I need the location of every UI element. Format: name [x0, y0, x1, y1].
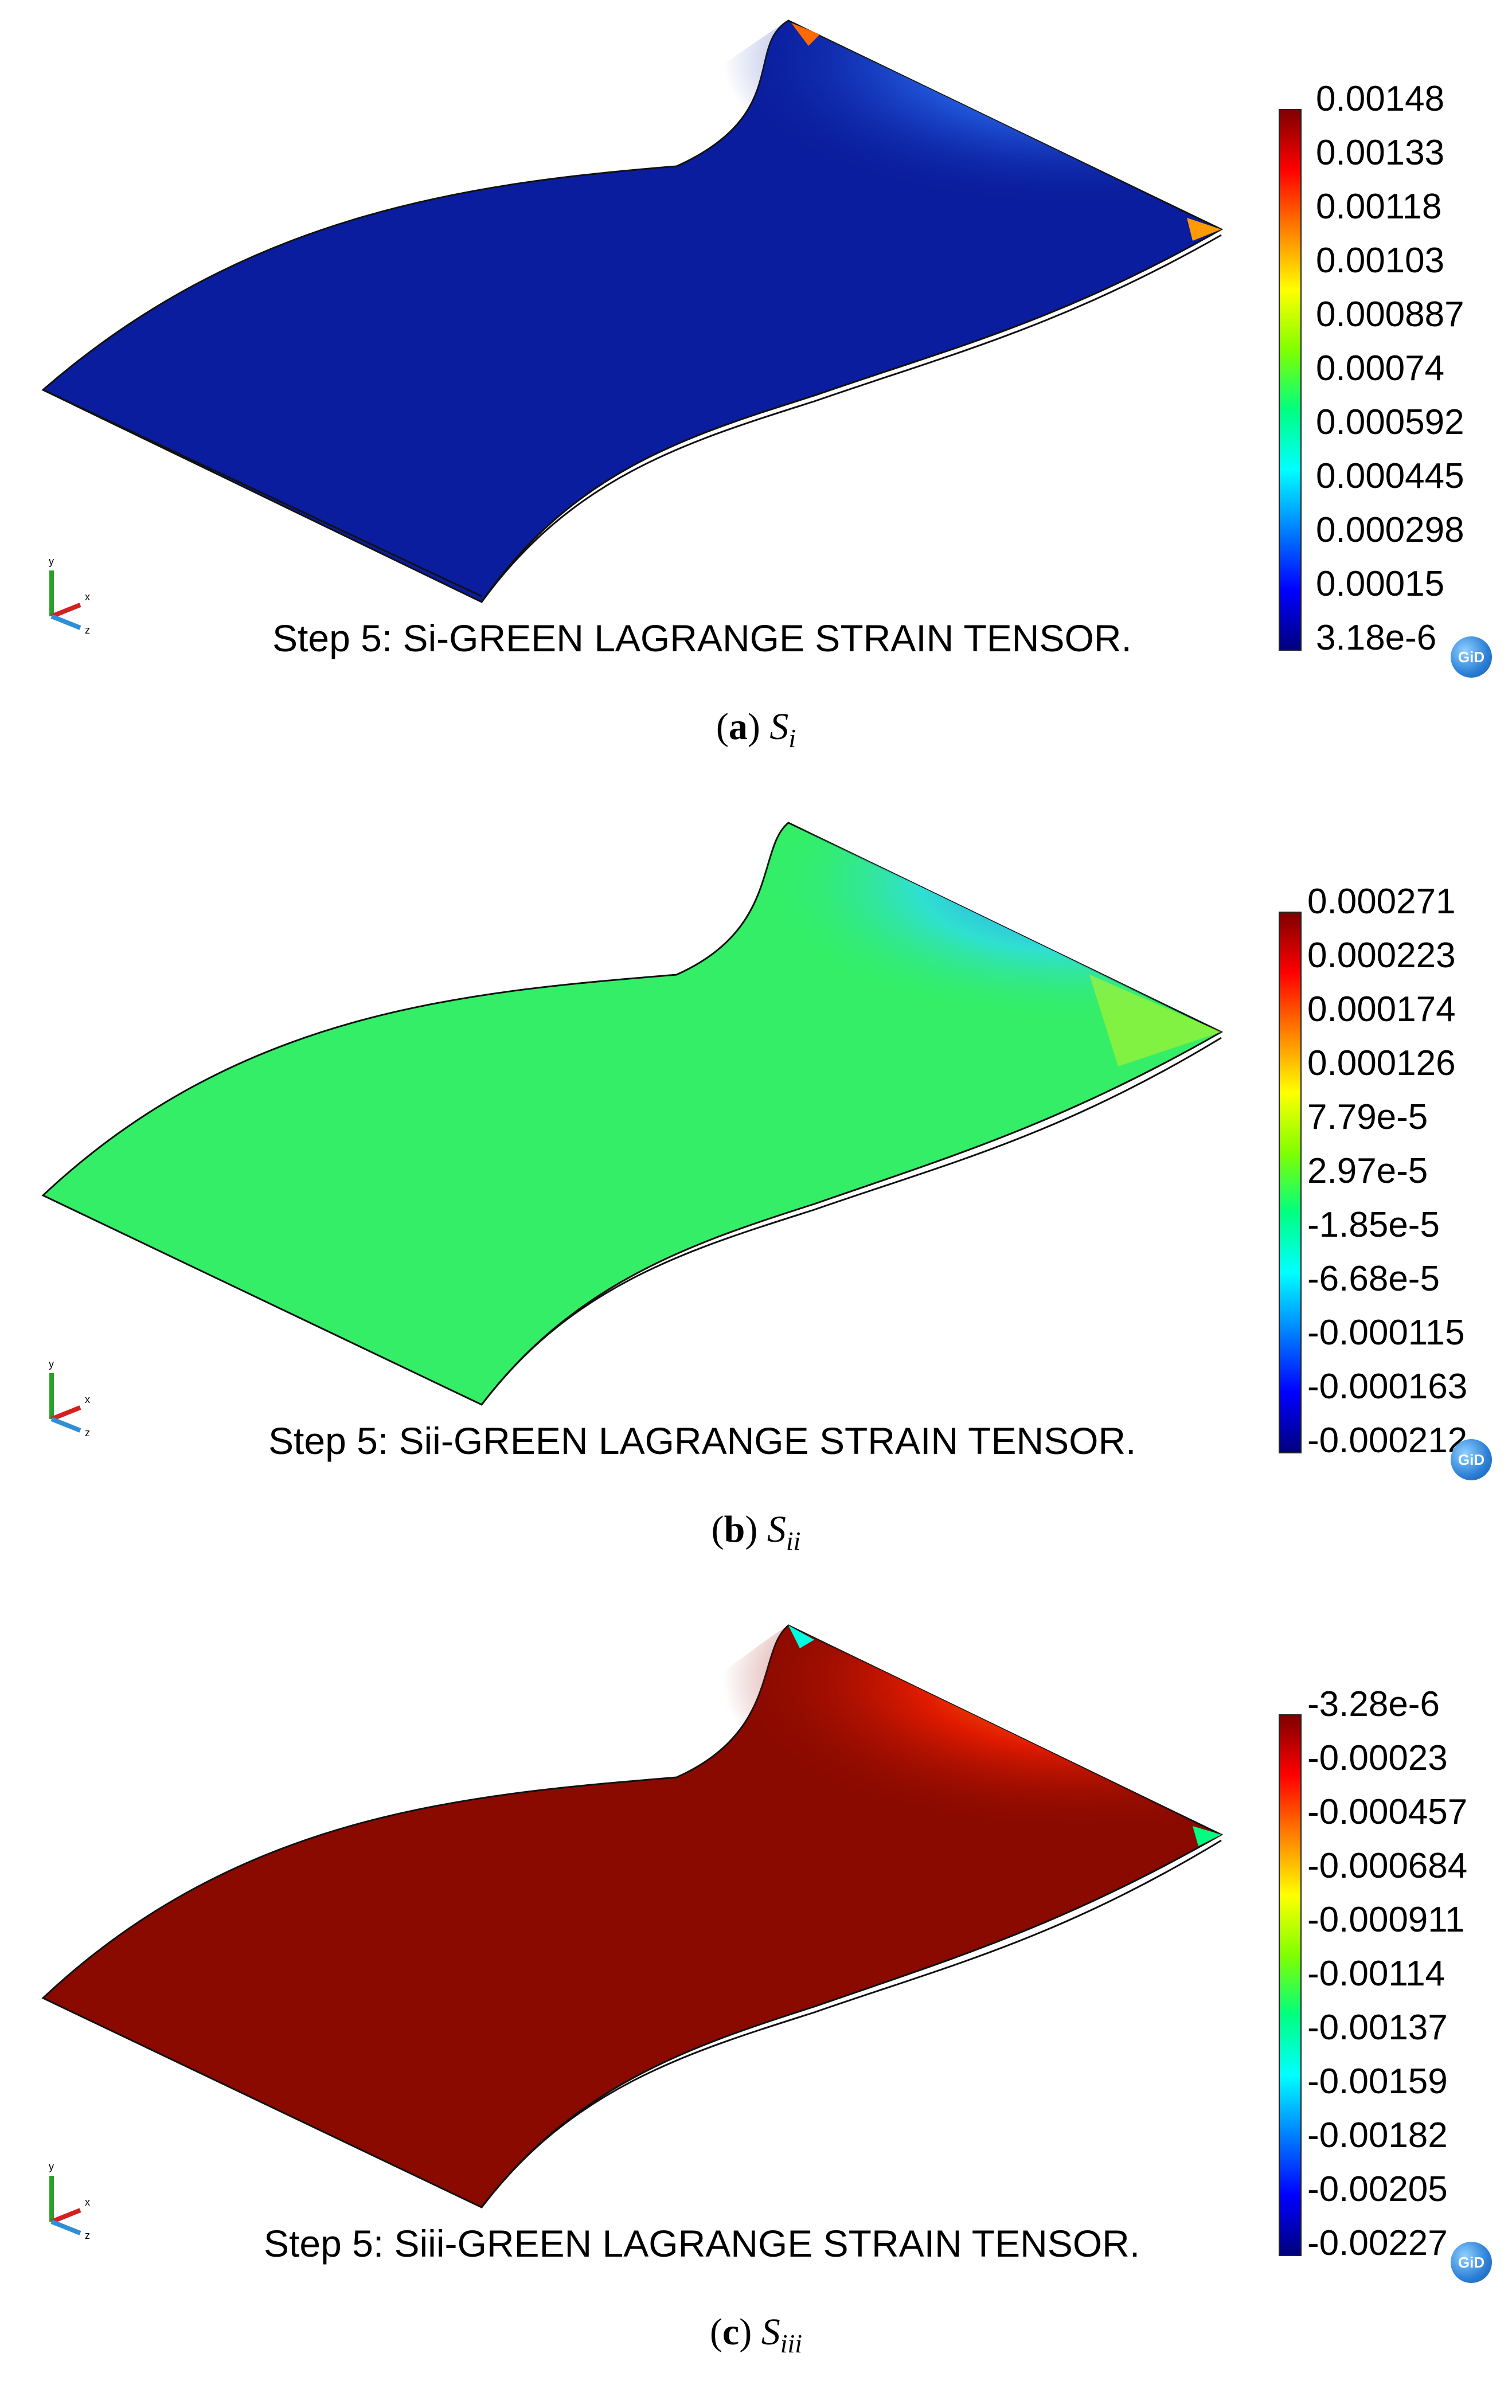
colorbar-tick-label: -0.00023: [1307, 1738, 1448, 1778]
axes-triad-icon: y x z: [49, 1358, 90, 1438]
colorbar-tick-label: -6.68e-5: [1307, 1259, 1440, 1299]
colorbar-tick-label: -0.00205: [1307, 2169, 1448, 2209]
axis-x-label: x: [85, 591, 90, 603]
colorbar-tick-label: -0.000163: [1307, 1367, 1468, 1406]
colorbar-tick-label: -0.000212: [1307, 1421, 1468, 1460]
caption-symbol: S: [767, 1508, 786, 1550]
gid-logo-icon: GiD: [1451, 1439, 1492, 1480]
step-title: Step 5: Si-GREEN LAGRANGE STRAIN TENSOR.: [272, 617, 1132, 659]
colorbar-tick-label: -0.000911: [1307, 1900, 1465, 1940]
step-title: Step 5: Sii-GREEN LAGRANGE STRAIN TENSOR…: [268, 1420, 1136, 1462]
colorbar-tick-label: -0.000115: [1307, 1313, 1465, 1352]
axis-z-label: z: [85, 2230, 90, 2241]
gid-logo-icon: GiD: [1451, 636, 1492, 678]
figure-panel-a: y x z Step 5: Si-GREEN LAGRANGE STRAIN T…: [0, 0, 1512, 803]
colorbar-tick-label: -0.000684: [1307, 1846, 1468, 1886]
axis-z-label: z: [85, 1427, 90, 1438]
colorbar-tick-label: -0.000457: [1307, 1792, 1468, 1832]
colorbar-tick-label: 0.00103: [1316, 241, 1445, 280]
figure-panel-c: y x z Step 5: Siii-GREEN LAGRANGE STRAIN…: [0, 1605, 1512, 2408]
colorbar-tick-label: 0.000271: [1307, 882, 1456, 921]
colorbar-tick-label: 0.000126: [1307, 1043, 1456, 1083]
colorbar: [1279, 109, 1302, 651]
caption-subscript: iii: [780, 2329, 803, 2359]
colorbar-tick-label: -0.00159: [1307, 2062, 1448, 2101]
caption-letter: c: [722, 2311, 740, 2353]
axis-y-label: y: [49, 1358, 54, 1370]
caption-symbol: S: [769, 706, 789, 748]
strain-plot-sii: [41, 822, 1224, 1406]
caption-subscript: i: [788, 724, 796, 753]
gid-logo-icon: GiD: [1451, 2242, 1492, 2283]
colorbar-tick-label: 3.18e-6: [1316, 618, 1437, 658]
axes-triad-icon: y x z: [49, 2161, 90, 2241]
colorbar-tick-label: 0.00015: [1316, 564, 1445, 604]
colorbar-tick-label: -0.00182: [1307, 2116, 1448, 2155]
figure-panel-b: y x z Step 5: Sii-GREEN LAGRANGE STRAIN …: [0, 803, 1512, 1605]
colorbar-tick-label: 2.97e-5: [1307, 1151, 1428, 1191]
colorbar-tick-label: 0.000298: [1316, 510, 1464, 550]
colorbar-tick-label: 0.000887: [1316, 295, 1464, 334]
caption-letter: a: [728, 706, 748, 748]
step-title: Step 5: Siii-GREEN LAGRANGE STRAIN TENSO…: [264, 2222, 1140, 2265]
colorbar-tick-label: 0.00118: [1316, 187, 1442, 226]
colorbar-tick-label: -3.28e-6: [1307, 1684, 1440, 1724]
figure-caption: (b) Sii: [711, 1508, 801, 1556]
colorbar-tick-label: 0.000174: [1307, 990, 1456, 1029]
colorbar-tick-label: 0.00133: [1316, 133, 1445, 173]
axis-x-label: x: [85, 2196, 90, 2208]
colorbar-tick-label: 7.79e-5: [1307, 1097, 1428, 1137]
colorbar-tick-label: -1.85e-5: [1307, 1205, 1440, 1245]
colorbar-tick-label: 0.00148: [1316, 79, 1445, 119]
axis-y-label: y: [49, 556, 54, 567]
axes-triad-icon: y x z: [49, 556, 90, 636]
strain-plot-siii: [41, 1624, 1224, 2208]
caption-subscript: ii: [786, 1526, 801, 1556]
colorbar-tick-label: -0.00137: [1307, 2008, 1448, 2047]
figure-caption: (a) Si: [716, 706, 796, 753]
colorbar-tick-label: 0.000445: [1316, 456, 1464, 496]
colorbar-tick-label: -0.00114: [1307, 1954, 1445, 1993]
colorbar-tick-label: 0.000592: [1316, 402, 1464, 442]
figure-caption: (c) Siii: [709, 2311, 803, 2359]
caption-letter: b: [724, 1508, 745, 1550]
colorbar-tick-label: 0.000223: [1307, 936, 1456, 975]
strain-plot-si: [41, 19, 1224, 603]
axis-y-label: y: [49, 2161, 54, 2172]
colorbar: [1279, 1714, 1302, 2256]
colorbar: [1279, 912, 1302, 1453]
axis-x-label: x: [85, 1394, 90, 1405]
axis-z-label: z: [85, 624, 90, 636]
colorbar-tick-label: -0.00227: [1307, 2223, 1448, 2263]
caption-symbol: S: [761, 2311, 780, 2353]
colorbar-tick-label: 0.00074: [1316, 349, 1445, 388]
